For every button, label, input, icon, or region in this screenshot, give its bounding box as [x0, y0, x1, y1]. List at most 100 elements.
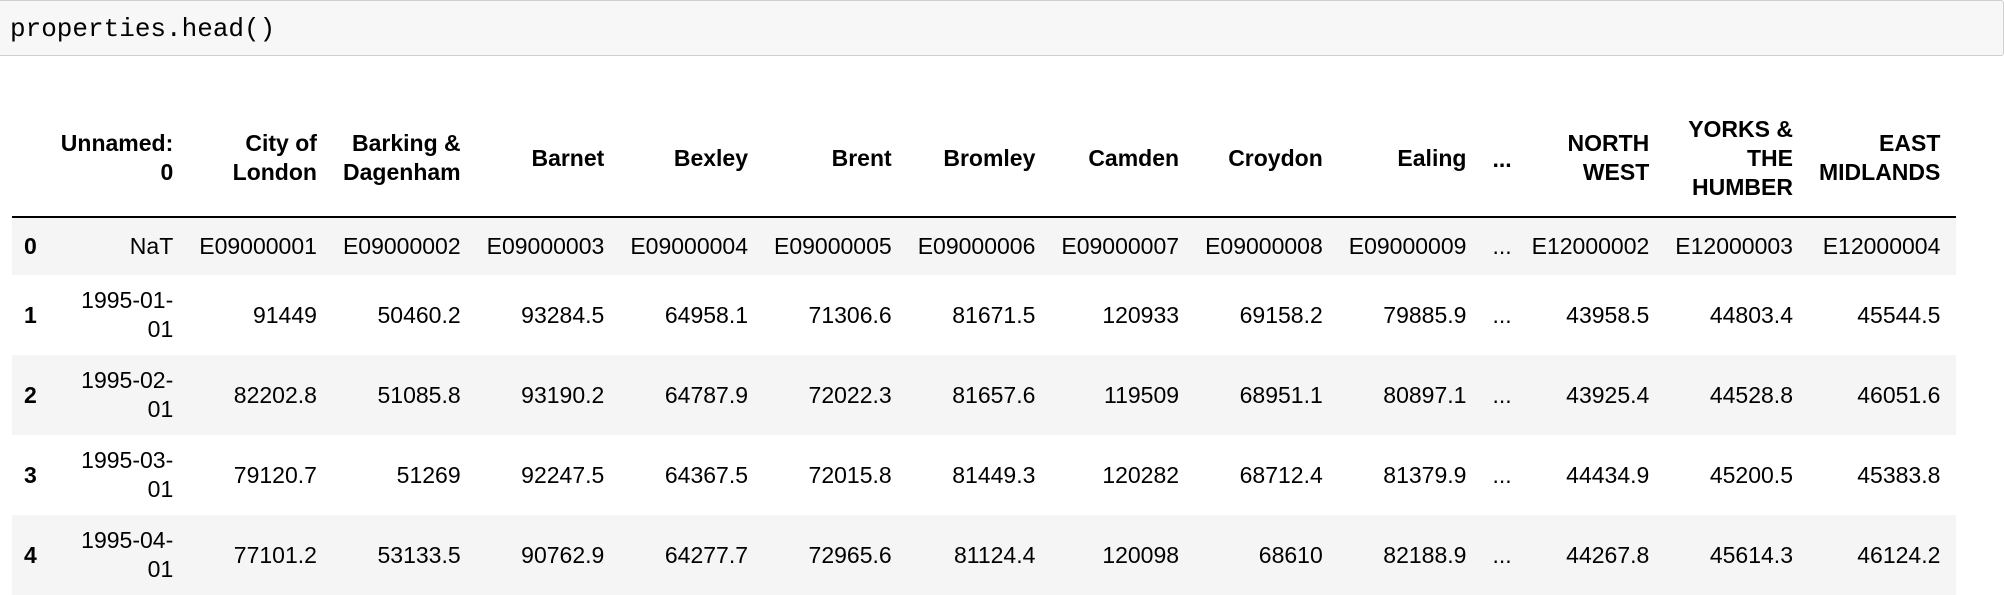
- table-cell: E09000006: [917, 233, 1036, 259]
- code-input-cell[interactable]: properties.head(): [0, 0, 2004, 56]
- table-cell: 119509: [1104, 381, 1180, 408]
- table-cell: 81124.4: [953, 541, 1036, 568]
- column-header-label: Unnamed:: [60, 130, 174, 156]
- row-index: 2: [24, 381, 37, 408]
- table-cell: 44434.9: [1566, 461, 1650, 488]
- row-index: 1: [24, 301, 37, 328]
- table-cell: 80897.1: [1383, 381, 1467, 408]
- table-cell: 64367.5: [664, 461, 748, 488]
- column-header-label: THE: [1746, 144, 1793, 171]
- table-cell: 81449.3: [952, 461, 1036, 488]
- ellipsis-cell: ...: [1492, 541, 1512, 568]
- table-cell: 93190.2: [521, 381, 605, 408]
- column-header: Camden: [1051, 102, 1196, 218]
- table-cell: 81657.6: [952, 381, 1036, 408]
- column-header-label: Brent: [831, 144, 892, 171]
- column-header-label: Ealing: [1397, 144, 1467, 171]
- column-header: Brent: [764, 102, 908, 218]
- column-header-label: NORTH: [1567, 130, 1650, 156]
- code-source[interactable]: properties.head(): [10, 14, 276, 44]
- table-cell: 68951.1: [1239, 381, 1323, 408]
- table-cell: 77101.2: [233, 541, 317, 568]
- column-header-label: Barnet: [531, 144, 605, 171]
- table-cell: 79120.7: [233, 461, 317, 488]
- column-header-label: Camden: [1088, 144, 1180, 171]
- dataframe-table: Unnamed: 0 City of London Barking & Dagenham B…: [12, 102, 1957, 595]
- ellipsis-cell: ...: [1492, 381, 1512, 408]
- date-cell-text: 1995-04-: [81, 527, 174, 553]
- table-cell: E09000004: [630, 233, 748, 259]
- table-cell: E09000009: [1348, 233, 1467, 259]
- date-cell-text: 01: [147, 396, 174, 422]
- column-header: Bromley: [907, 102, 1052, 218]
- table-cell: 44803.4: [1709, 301, 1793, 328]
- table-cell: 79885.9: [1383, 301, 1467, 328]
- table-cell: 51269: [396, 461, 461, 488]
- column-header: Croydon: [1195, 102, 1339, 218]
- table-cell: 46124.2: [1857, 541, 1941, 568]
- date-cell-text: 01: [147, 316, 174, 342]
- date-cell-text: 1995-03-: [81, 447, 174, 473]
- table-cell: 45544.5: [1857, 301, 1941, 328]
- column-header-label: WEST: [1582, 159, 1650, 185]
- column-header: Unnamed: 0: [50, 102, 190, 218]
- table-cell: 92247.5: [521, 461, 605, 488]
- table-cell: 44528.8: [1709, 381, 1793, 408]
- table-cell: 45383.8: [1857, 461, 1941, 488]
- ellipsis-cell: ...: [1492, 301, 1512, 328]
- table-cell: 82188.9: [1383, 541, 1467, 568]
- table-row: 0 NaT E09000001 E09000002 E09000003 E09000004…: [12, 217, 1957, 275]
- date-cell-text: 1995-01-: [81, 287, 174, 313]
- table-cell: E09000008: [1205, 233, 1323, 259]
- ellipsis-column-header: ...: [1482, 102, 1522, 218]
- table-cell: 45614.3: [1709, 541, 1793, 568]
- table-cell: 68610: [1258, 541, 1323, 568]
- column-header-label: Barking &: [351, 130, 461, 156]
- table-cell: 68712.4: [1239, 461, 1323, 488]
- date-cell: 1995-01- 01: [51, 275, 189, 355]
- table-row: 4 1995-04- 01 77101.2 53133.5 90762.9 64277.7 7…: [12, 515, 1957, 595]
- table-cell: 81379.9: [1383, 461, 1467, 488]
- table-cell: 45200.5: [1709, 461, 1793, 488]
- table-cell: 72022.3: [808, 381, 892, 408]
- table-cell: 44267.8: [1566, 541, 1650, 568]
- column-header-label: London: [232, 159, 317, 185]
- table-cell: 82202.8: [233, 381, 317, 408]
- table-row: 3 1995-03- 01 79120.7 51269 92247.5 64367.5 720…: [12, 435, 1957, 515]
- table-header: Unnamed: 0 City of London Barking & Dagenham B…: [12, 102, 1957, 218]
- header-row: Unnamed: 0 City of London Barking & Dagenham B…: [12, 102, 1957, 218]
- table-cell: 53133.5: [377, 541, 461, 568]
- date-cell-text: NaT: [129, 233, 174, 259]
- table-cell: 72965.6: [808, 541, 892, 568]
- date-cell-text: 1995-02-: [81, 367, 174, 393]
- column-header-label: City of: [245, 130, 317, 156]
- table-cell: 93284.5: [521, 301, 605, 328]
- column-header-label: Bexley: [673, 144, 748, 171]
- table-row: 1 1995-01- 01 91449 50460.2 93284.5 64958.1 713…: [12, 275, 1957, 355]
- table-cell: 51085.8: [377, 381, 461, 408]
- column-header: Barking & Dagenham: [332, 102, 477, 218]
- row-index: 4: [24, 541, 37, 568]
- ellipsis-cell: ...: [1492, 233, 1512, 259]
- column-header-label: MIDLANDS: [1818, 159, 1941, 185]
- column-header-label: Dagenham: [343, 159, 461, 185]
- table-cell: 64277.7: [664, 541, 748, 568]
- table-cell: E12000002: [1531, 233, 1650, 259]
- column-header-label: YORKS &: [1688, 115, 1793, 142]
- table-cell: 72015.8: [808, 461, 892, 488]
- column-header-label: Croydon: [1228, 144, 1323, 171]
- date-cell: 1995-02- 01: [51, 355, 189, 435]
- table-cell: E12000003: [1675, 233, 1793, 259]
- table-cell: 69158.2: [1239, 301, 1323, 328]
- table-cell: E12000004: [1822, 233, 1941, 259]
- table-cell: E09000003: [486, 233, 605, 259]
- table-row: 2 1995-02- 01 82202.8 51085.8 93190.2 64787.9 7…: [12, 355, 1957, 435]
- column-header-label: Bromley: [943, 144, 1036, 171]
- ellipsis-cell: ...: [1492, 461, 1512, 488]
- table-cell: 50460.2: [377, 301, 461, 328]
- table-cell: E09000002: [342, 233, 461, 259]
- column-header: EAST MIDLANDS: [1808, 102, 1957, 218]
- table-body: 0 NaT E09000001 E09000002 E09000003 E09000004…: [12, 217, 1957, 595]
- column-header: Ealing: [1338, 102, 1483, 218]
- column-header: City of London: [189, 102, 333, 218]
